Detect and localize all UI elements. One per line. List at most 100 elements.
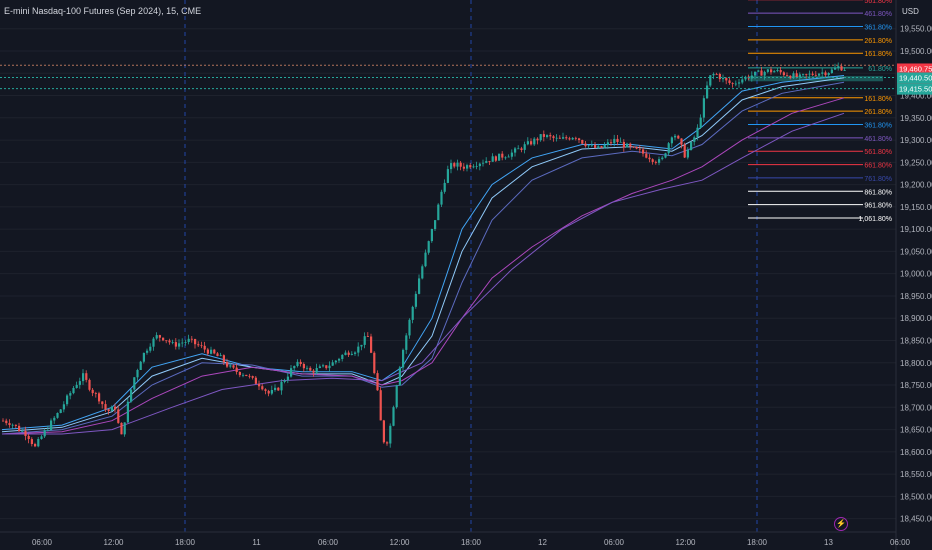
candle-body — [757, 70, 760, 72]
candle-body — [299, 361, 302, 364]
candle-body — [571, 137, 574, 140]
fib-level-label: 361.80% — [864, 122, 892, 129]
fibonacci-extension[interactable]: 561.80% 461.80% 361.80% 261.80% 161.80% 61.80… — [748, 0, 892, 223]
candle-body — [488, 161, 491, 162]
candle-body — [680, 138, 683, 145]
candle-body — [603, 145, 606, 148]
candle-body — [670, 137, 673, 144]
candle-body — [325, 365, 328, 369]
candle-body — [702, 98, 705, 118]
candle-body — [357, 346, 360, 353]
candle-body — [568, 138, 571, 140]
fib-level-label: 661.80% — [864, 163, 892, 170]
x-tick-label: 06:00 — [604, 538, 625, 547]
y-tick-label: 19,200.00 — [900, 181, 932, 190]
fib-level-label: 161.80% — [864, 96, 892, 103]
candle-body — [366, 336, 369, 337]
candle-body — [146, 350, 149, 353]
candle-body — [587, 145, 590, 147]
candle-body — [709, 75, 712, 86]
candle-body — [197, 344, 200, 346]
candle-body — [59, 409, 62, 413]
candle-body — [706, 85, 709, 99]
candle-body — [715, 74, 718, 75]
candle-body — [283, 380, 286, 382]
fib-level-label: 1,061.80% — [859, 216, 892, 223]
y-tick-label: 18,700.00 — [900, 403, 932, 412]
candle-body — [469, 165, 472, 168]
candle-body — [376, 373, 379, 391]
candle-body — [472, 166, 475, 168]
candle-body — [504, 157, 507, 159]
currency-label[interactable]: USD — [902, 7, 919, 16]
candle-body — [459, 162, 462, 167]
candle-body — [491, 156, 494, 162]
candle-body — [597, 146, 600, 148]
candle-body — [754, 71, 757, 76]
candle-body — [40, 436, 43, 439]
candle-body — [590, 144, 593, 146]
candle-body — [171, 342, 174, 343]
candle-body — [744, 76, 747, 80]
candle-body — [370, 336, 373, 353]
candle-body — [635, 147, 638, 149]
candle-body — [350, 353, 353, 355]
lightning-bolt-icon[interactable]: ⚡ — [834, 517, 848, 531]
candle-body — [837, 66, 840, 68]
candle-body — [779, 70, 782, 73]
candle-body — [507, 156, 510, 158]
candle-body — [264, 389, 267, 391]
candle-body — [354, 352, 357, 354]
candle-body — [530, 141, 533, 145]
candle-body — [795, 73, 798, 78]
candle-body — [725, 77, 728, 81]
y-tick-label: 19,100.00 — [900, 225, 932, 234]
candle-body — [398, 367, 401, 386]
candle-body — [382, 420, 385, 443]
candle-body — [322, 365, 325, 367]
candle-body — [802, 74, 805, 75]
candle-body — [600, 146, 603, 148]
x-tick-label: 18:00 — [175, 538, 196, 547]
candle-body — [843, 70, 846, 71]
candle-body — [418, 278, 421, 294]
y-tick-label: 18,950.00 — [900, 292, 932, 301]
moving-average-line — [1, 75, 845, 431]
candle-body — [501, 153, 504, 158]
candle-body — [206, 349, 209, 354]
candle-body — [136, 370, 139, 378]
candle-body — [152, 338, 155, 347]
candle-body — [610, 142, 613, 144]
y-tick-label: 18,850.00 — [900, 336, 932, 345]
candle-body — [632, 146, 635, 148]
x-tick-label: 06:00 — [32, 538, 53, 547]
candle-body — [123, 422, 126, 435]
candle-body — [654, 161, 657, 163]
y-tick-label: 19,000.00 — [900, 270, 932, 279]
candle-body — [168, 340, 171, 343]
candle-body — [667, 143, 670, 154]
candle-body — [498, 153, 501, 161]
y-tick-label: 18,650.00 — [900, 426, 932, 435]
candle-body — [219, 355, 222, 357]
candle-body — [213, 349, 216, 354]
candle-body — [200, 345, 203, 347]
candle-body — [277, 387, 280, 391]
y-tick-label: 18,900.00 — [900, 314, 932, 323]
candle-body — [363, 336, 366, 345]
candle-body — [792, 73, 795, 79]
candle-body — [648, 157, 651, 160]
candle-body — [181, 342, 184, 344]
candle-body — [446, 169, 449, 183]
y-tick-label: 19,150.00 — [900, 203, 932, 212]
candle-body — [34, 444, 37, 447]
y-tick-label: 18,450.00 — [900, 515, 932, 524]
candle-body — [626, 143, 629, 148]
candle-body — [248, 375, 251, 377]
candle-body — [766, 69, 769, 72]
candle-body — [811, 73, 814, 75]
candle-body — [389, 425, 392, 444]
candle-body — [5, 420, 8, 424]
